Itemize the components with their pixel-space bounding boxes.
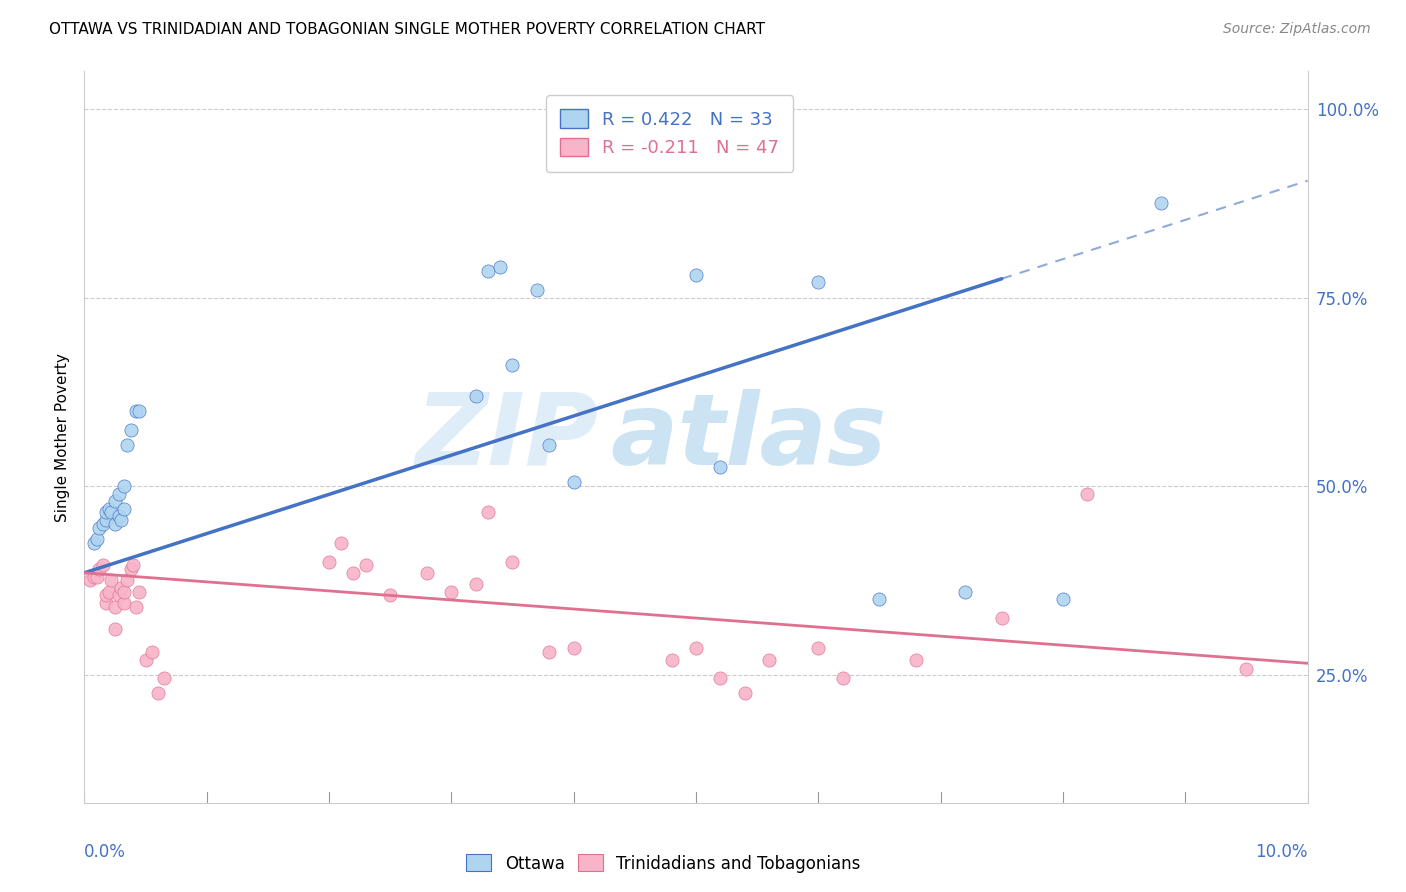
Point bbox=[128, 584, 150, 599]
Point bbox=[464, 389, 486, 403]
Point bbox=[380, 589, 402, 603]
Point bbox=[91, 558, 114, 573]
Point bbox=[869, 592, 891, 607]
Point bbox=[115, 574, 138, 588]
Point bbox=[100, 506, 122, 520]
Point bbox=[86, 569, 108, 583]
Point bbox=[953, 584, 976, 599]
Point bbox=[905, 652, 928, 666]
Point bbox=[107, 486, 129, 500]
Point bbox=[96, 513, 118, 527]
Point bbox=[477, 506, 499, 520]
Point bbox=[110, 513, 132, 527]
Point bbox=[135, 652, 157, 666]
Point bbox=[807, 641, 830, 656]
Point bbox=[120, 423, 142, 437]
Point bbox=[112, 501, 135, 516]
Point bbox=[107, 509, 129, 524]
Text: ZIP: ZIP bbox=[415, 389, 598, 485]
Legend: Ottawa, Trinidadians and Tobagonians: Ottawa, Trinidadians and Tobagonians bbox=[460, 847, 868, 880]
Point bbox=[416, 566, 439, 580]
Point bbox=[83, 569, 105, 583]
Point bbox=[354, 558, 377, 573]
Point bbox=[526, 283, 548, 297]
Point bbox=[104, 516, 127, 531]
Point bbox=[128, 403, 150, 417]
Point bbox=[96, 596, 118, 610]
Point bbox=[100, 574, 122, 588]
Point bbox=[734, 686, 756, 700]
Text: OTTAWA VS TRINIDADIAN AND TOBAGONIAN SINGLE MOTHER POVERTY CORRELATION CHART: OTTAWA VS TRINIDADIAN AND TOBAGONIAN SIN… bbox=[49, 22, 765, 37]
Point bbox=[97, 501, 120, 516]
Point bbox=[112, 596, 135, 610]
Point bbox=[330, 535, 353, 549]
Point bbox=[125, 599, 148, 614]
Point bbox=[122, 558, 145, 573]
Point bbox=[502, 359, 524, 373]
Point bbox=[91, 516, 114, 531]
Point bbox=[87, 562, 110, 576]
Text: 10.0%: 10.0% bbox=[1256, 843, 1308, 861]
Text: Source: ZipAtlas.com: Source: ZipAtlas.com bbox=[1223, 22, 1371, 37]
Point bbox=[96, 506, 118, 520]
Text: atlas: atlas bbox=[610, 389, 887, 485]
Point bbox=[538, 645, 561, 659]
Point bbox=[115, 437, 138, 451]
Point bbox=[146, 686, 169, 700]
Point bbox=[1236, 662, 1258, 676]
Point bbox=[1076, 486, 1098, 500]
Point bbox=[79, 574, 101, 588]
Point bbox=[538, 437, 561, 451]
Point bbox=[489, 260, 512, 275]
Point bbox=[440, 584, 463, 599]
Point bbox=[83, 535, 105, 549]
Point bbox=[342, 566, 364, 580]
Point bbox=[87, 520, 110, 534]
Point bbox=[1052, 592, 1074, 607]
Point bbox=[831, 672, 853, 686]
Point bbox=[661, 652, 683, 666]
Point bbox=[107, 589, 129, 603]
Point bbox=[104, 599, 127, 614]
Point bbox=[464, 577, 486, 591]
Point bbox=[685, 641, 707, 656]
Point bbox=[153, 672, 176, 686]
Point bbox=[1150, 196, 1173, 211]
Point bbox=[562, 475, 585, 490]
Point bbox=[120, 562, 142, 576]
Point bbox=[97, 584, 120, 599]
Point bbox=[112, 584, 135, 599]
Y-axis label: Single Mother Poverty: Single Mother Poverty bbox=[55, 352, 70, 522]
Point bbox=[318, 554, 340, 568]
Point bbox=[125, 403, 148, 417]
Point bbox=[141, 645, 163, 659]
Point bbox=[112, 479, 135, 493]
Point bbox=[758, 652, 780, 666]
Point bbox=[709, 460, 731, 475]
Point bbox=[86, 532, 108, 546]
Text: 0.0%: 0.0% bbox=[84, 843, 127, 861]
Point bbox=[807, 276, 830, 290]
Point bbox=[104, 494, 127, 508]
Point bbox=[562, 641, 585, 656]
Point bbox=[104, 623, 127, 637]
Point bbox=[991, 611, 1014, 625]
Point bbox=[502, 554, 524, 568]
Point bbox=[110, 581, 132, 595]
Point bbox=[477, 264, 499, 278]
Point bbox=[96, 589, 118, 603]
Point bbox=[709, 672, 731, 686]
Point bbox=[685, 268, 707, 282]
